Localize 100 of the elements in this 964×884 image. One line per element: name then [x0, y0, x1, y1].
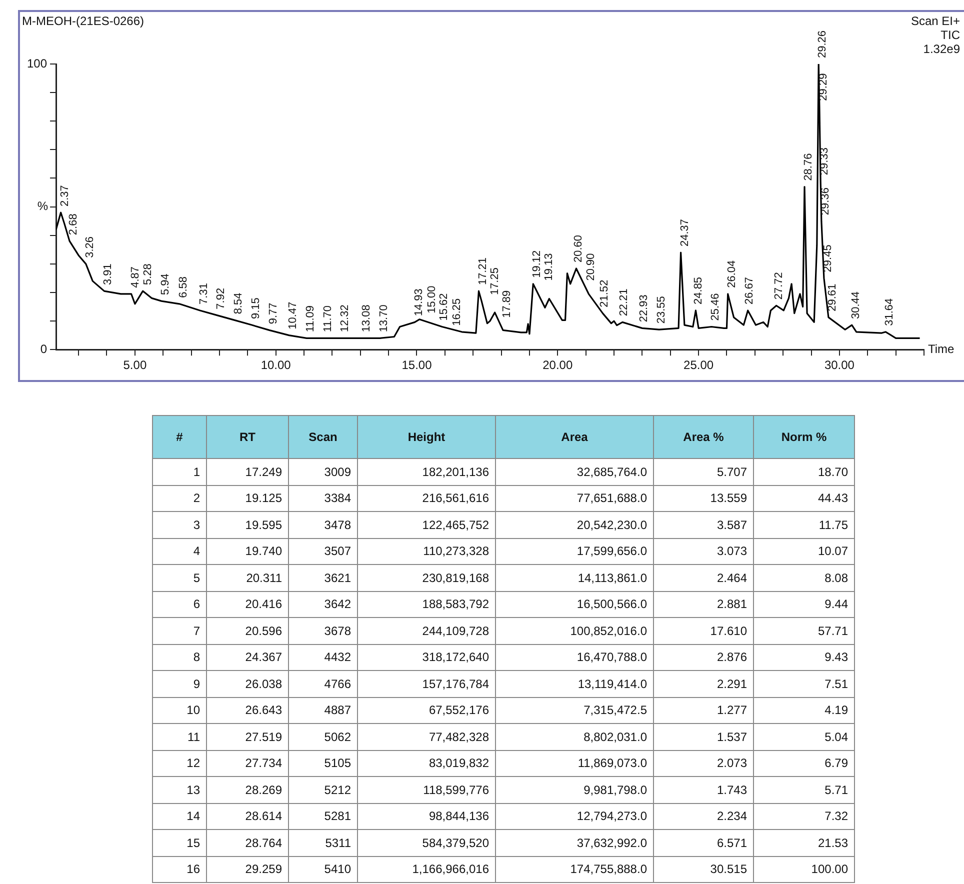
annotation: 30.44 [850, 292, 862, 320]
annotation: 26.04 [726, 260, 738, 288]
data-label: 77,651,688.0 [496, 485, 654, 512]
annotation: 3.91 [102, 264, 114, 286]
data-label: 5.707 [654, 458, 754, 485]
data-label: 8 [152, 644, 206, 670]
annotation: 17.89 [501, 290, 514, 318]
annotation: 13.08 [360, 304, 373, 332]
data-label: 174,755,888.0 [496, 856, 654, 882]
data-label: 98,844,136 [358, 803, 496, 830]
data-label: 13,119,414.0 [496, 670, 654, 697]
data-label: 188,583,792 [358, 591, 496, 618]
data-label: 10.07 [754, 538, 854, 564]
data-label: 7,315,472.5 [496, 697, 654, 724]
data-label: 44.43 [754, 485, 854, 512]
data-label: 67,552,176 [358, 697, 496, 724]
data-label: 14,113,861.0 [496, 564, 654, 591]
data-label: 5.71 [754, 776, 854, 803]
data-label: 20,542,230.0 [496, 512, 654, 538]
data-label: 17.610 [654, 618, 754, 644]
data-label: 4.19 [754, 697, 854, 724]
category-label: Norm % [754, 416, 854, 458]
data-label: 19.595 [206, 512, 288, 538]
data-label: 2.291 [654, 670, 754, 697]
annotation: 19.13 [543, 253, 556, 281]
text: 1.32e9 [922, 42, 960, 56]
category-label: Height [358, 416, 496, 458]
annotation: 8.54 [232, 292, 245, 314]
data-label: 9.44 [754, 591, 854, 618]
annotation: 29.29 [817, 73, 830, 101]
annotation: 29.26 [816, 30, 829, 58]
annotation: 9.15 [250, 298, 262, 320]
data-label: 11 [152, 724, 206, 750]
data-label: 157,176,784 [358, 670, 496, 697]
category-label: Area [496, 416, 654, 458]
annotation: 29.61 [826, 284, 838, 312]
annotation: 3.26 [84, 236, 96, 258]
data-label: 1.743 [654, 776, 754, 803]
data-label: 21.53 [754, 830, 854, 856]
data-label: 16,470,788.0 [496, 644, 654, 670]
data-label: 15 [152, 830, 206, 856]
category-label: Scan [288, 416, 358, 458]
data-label: 28.269 [206, 776, 288, 803]
annotation: 22.93 [638, 294, 650, 322]
data-label: 3507 [288, 538, 358, 564]
data-label: 4766 [288, 670, 358, 697]
text: TIC [940, 28, 960, 42]
data-label: 3009 [288, 458, 358, 485]
x-tick-label: 10.00 [260, 358, 292, 372]
data-label: 230,819,168 [358, 564, 496, 591]
data-label: 9 [152, 670, 206, 697]
x-axis-title: Time [928, 342, 955, 356]
x-tick-label: 15.00 [402, 358, 432, 372]
annotation: 13.70 [378, 304, 390, 332]
data-label: 5062 [288, 724, 358, 750]
annotation: 14.93 [412, 288, 425, 316]
data-label: 5105 [288, 750, 358, 776]
annotation: 23.55 [656, 296, 668, 324]
annotation: 11.09 [304, 305, 317, 332]
data-label: 27.519 [206, 724, 288, 750]
data-label: 216,561,616 [358, 485, 496, 512]
data-label: 100,852,016.0 [496, 618, 654, 644]
annotation: 17.25 [489, 268, 502, 296]
annotation: 22.21 [618, 288, 630, 316]
data-label: 5.04 [754, 724, 854, 750]
data-label: 9.43 [754, 644, 854, 670]
annotation: 12.32 [339, 304, 352, 332]
annotation: 24.37 [678, 218, 691, 246]
annotation: 26.67 [744, 276, 756, 304]
chart-title: M-MEOH-(21ES-0266) [22, 14, 144, 28]
data-label: 3642 [288, 591, 358, 618]
data-label: 1 [152, 458, 206, 485]
data-label: 19.125 [206, 485, 288, 512]
data-label: 1,166,966,016 [358, 856, 496, 882]
annotation: 5.94 [159, 274, 172, 296]
data-label: 3384 [288, 485, 358, 512]
data-label: 11,869,073.0 [496, 750, 654, 776]
annotation: 29.33 [818, 148, 831, 176]
data-label: 83,019,832 [358, 750, 496, 776]
data-label: 3 [152, 512, 206, 538]
y-axis-title: % [37, 199, 48, 214]
data-label: 110,273,328 [358, 538, 496, 564]
data-label: 7.51 [754, 670, 854, 697]
data-label: 10 [152, 697, 206, 724]
annotation: 25.46 [710, 293, 722, 321]
data-label: 26.643 [206, 697, 288, 724]
data-label: 29.259 [206, 856, 288, 882]
data-label: 6 [152, 591, 206, 618]
annotation: 28.76 [802, 153, 815, 181]
data-label: 4 [152, 538, 206, 564]
data-label: 26.038 [206, 670, 288, 697]
data-label: 2.234 [654, 803, 754, 830]
text: Scan EI+ [910, 14, 960, 28]
y-tick-label: 0 [40, 342, 48, 356]
data-label: 3678 [288, 618, 358, 644]
data-label: 2.073 [654, 750, 754, 776]
data-label: 27.734 [206, 750, 288, 776]
annotation: 4.87 [129, 266, 142, 288]
data-label: 16 [152, 856, 206, 882]
data-label: 584,379,520 [358, 830, 496, 856]
